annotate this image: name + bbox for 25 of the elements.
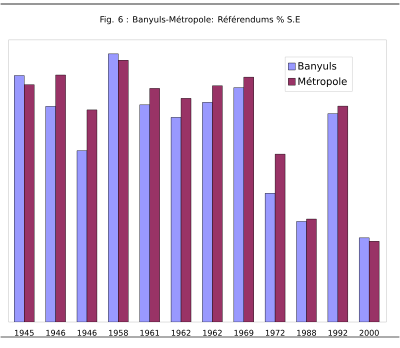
bar (180, 98, 192, 322)
bar (55, 74, 66, 322)
bar (265, 193, 276, 322)
bar (212, 86, 223, 322)
bar (170, 117, 182, 322)
bar (86, 110, 98, 322)
legend-label: Banyuls (298, 62, 336, 72)
bar (24, 84, 34, 322)
bar (359, 238, 370, 322)
bar (149, 88, 160, 322)
bar (140, 104, 150, 322)
bar (234, 87, 244, 322)
bar (118, 60, 128, 322)
bar (328, 113, 338, 322)
chart-title: Fig. 6 : Banyuls-Métropole: Référendums % S.E (100, 16, 300, 24)
bar (76, 150, 88, 322)
bar (368, 241, 380, 322)
bar (244, 76, 254, 322)
bar (45, 106, 56, 322)
bar (275, 154, 286, 322)
bar (108, 54, 119, 322)
bar (338, 106, 348, 322)
bar (202, 102, 213, 322)
legend-label: Métropole (298, 77, 347, 88)
bar (14, 75, 24, 322)
